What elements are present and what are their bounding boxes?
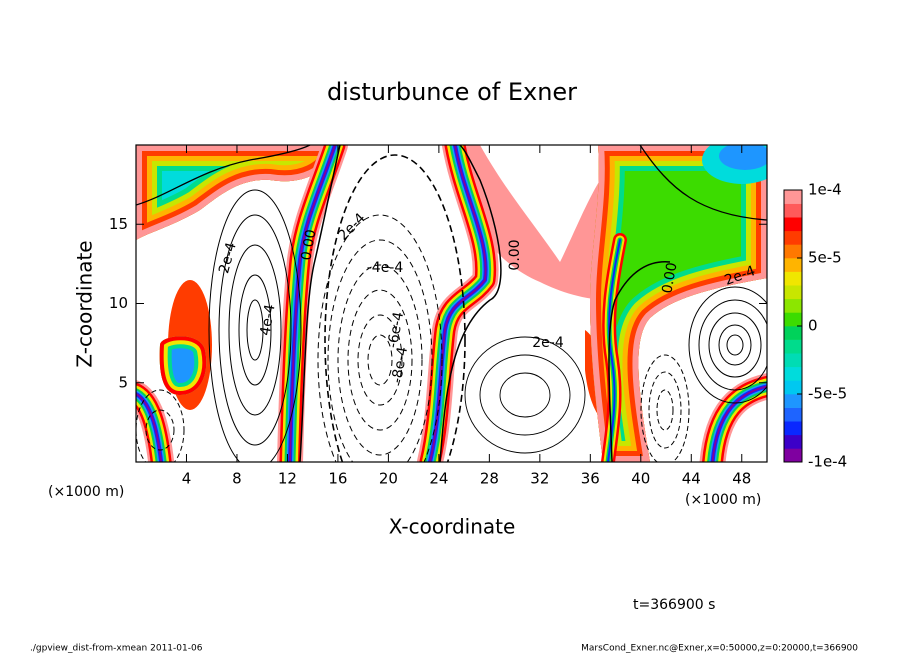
colorbar-swatch [784, 271, 802, 286]
contour-line [327, 239, 433, 462]
x-tick-label: 36 [581, 470, 600, 488]
colorbar-swatch [784, 203, 802, 218]
colorbar-tick-label: 1e-4 [808, 181, 842, 199]
shade-band [159, 336, 207, 395]
contour-line [439, 145, 502, 462]
shade-band [711, 385, 767, 462]
x-tick-label: 44 [682, 470, 701, 488]
contour-line [357, 314, 403, 406]
contour-field [136, 145, 767, 462]
shade [719, 145, 767, 170]
contour-line [218, 214, 292, 446]
colorbar-tick-label: -1e-4 [808, 453, 847, 471]
contour-line [688, 286, 767, 404]
colorbar-swatch [784, 312, 802, 327]
colorbar-swatch [784, 394, 802, 408]
x-tick-label: 40 [631, 470, 650, 488]
contour-line [718, 324, 752, 366]
shade [445, 145, 610, 300]
contour-line [640, 354, 690, 462]
contour-label: 4e-4 [257, 303, 278, 337]
shade-band [289, 145, 336, 462]
y-tick-label: 10 [109, 294, 128, 312]
colorbar-swatch [784, 353, 802, 368]
shade-band [136, 393, 163, 462]
x-unit-label: (×1000 m) [48, 484, 124, 500]
colorbar-swatch [784, 326, 802, 340]
contour-line [208, 189, 302, 462]
colorbar-tick-label: 0 [808, 317, 818, 335]
contour-line [367, 334, 393, 386]
x-tick-label: 16 [328, 470, 347, 488]
colorbar-swatch [784, 190, 802, 204]
contour-line [708, 312, 762, 378]
x-tick-label: 12 [278, 470, 297, 488]
colorbar-swatch [784, 434, 802, 449]
colorbar-swatch [784, 421, 802, 436]
x-tick-label: 8 [232, 470, 242, 488]
contour-line [726, 334, 744, 356]
x-tick-label: 28 [480, 470, 499, 488]
x-tick-label: 24 [429, 470, 448, 488]
contour-line [246, 299, 264, 361]
colorbar-swatch [784, 285, 802, 300]
colorbar-tick-label: -5e-5 [808, 385, 847, 403]
colorbar-swatch [784, 380, 802, 395]
contour-line [228, 244, 282, 416]
colorbar-swatch [784, 298, 802, 313]
contour-line [648, 371, 682, 449]
contour-line [464, 336, 586, 454]
contour-line [698, 299, 767, 391]
x-tick-label: 32 [530, 470, 549, 488]
shade-band [429, 145, 487, 462]
x-tick-label: 20 [379, 470, 398, 488]
time-label: t=366900 s [633, 597, 715, 613]
contour-line [479, 354, 571, 436]
contour-line [299, 145, 341, 462]
y-tick-label: 15 [109, 215, 128, 233]
x-tick-label: 4 [182, 470, 192, 488]
y-axis-label: Z-coordinate [73, 240, 97, 367]
colorbar-swatch [784, 244, 802, 259]
contour-label: 0.00 [659, 261, 680, 294]
colorbar-swatch [784, 407, 802, 422]
contour-line [347, 289, 413, 431]
contour-line [499, 372, 551, 418]
contour-line [317, 214, 443, 462]
contour-line [145, 409, 175, 451]
contour-label: 2e-4 [216, 241, 240, 276]
contour-label: -8e-4 [389, 346, 411, 385]
contour-line [337, 264, 423, 456]
x-axis-label: X-coordinate [389, 515, 516, 539]
footer-left: ./gpview_dist-from-xmean 2011-01-06 [30, 644, 203, 654]
contour-line [324, 154, 466, 462]
contour-line [639, 145, 767, 221]
colorbar-swatch [784, 448, 802, 463]
colorbar-swatch [784, 366, 802, 381]
contour-label: 2e-4 [335, 210, 369, 244]
x-tick-label: 48 [732, 470, 751, 488]
contour-line [136, 145, 311, 206]
y-tick-label: 5 [118, 373, 128, 391]
contour-label: 0.00 [507, 239, 523, 270]
shaded-region [159, 336, 207, 395]
colorbar-tick-label: 5e-5 [808, 249, 842, 267]
contour-label: -4e-4 [367, 260, 404, 276]
contour-label: 2e-4 [532, 335, 564, 351]
shade-band [607, 239, 621, 462]
chart-title: disturbunce of Exner [327, 78, 577, 106]
x-unit-label: (×1000 m) [685, 492, 761, 508]
footer-right: MarsCond_Exner.nc@Exner,x=0:50000,z=0:20… [581, 644, 858, 654]
colorbar-swatch [784, 217, 802, 232]
colorbar-swatch [784, 258, 802, 272]
colorbar-swatch [784, 339, 802, 354]
contour-line [238, 274, 272, 386]
contour-line [608, 261, 671, 462]
contour-line [656, 389, 674, 431]
contour-line [136, 389, 185, 462]
contour-label: -6e-4 [385, 311, 407, 350]
colorbar-swatch [784, 230, 802, 245]
contour-label: 0.00 [298, 228, 319, 261]
